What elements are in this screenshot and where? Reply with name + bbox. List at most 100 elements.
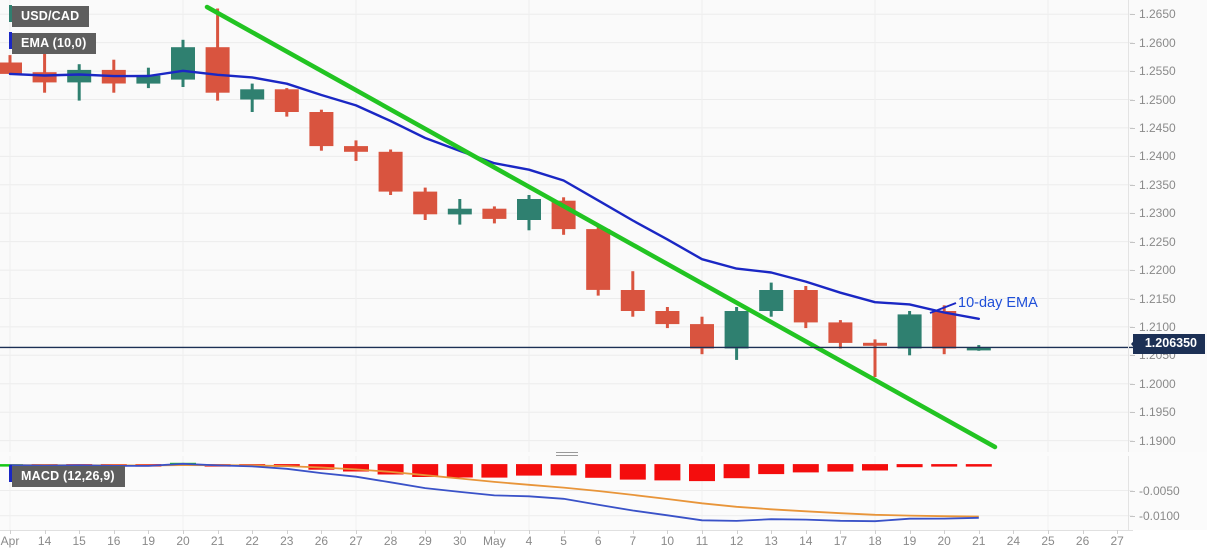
price-axis-tick [1130, 213, 1135, 215]
time-axis-label: 23 [280, 534, 294, 548]
price-axis-label: 1.2400 [1139, 149, 1176, 164]
time-axis-label: 11 [695, 534, 709, 548]
time-axis-tick [978, 530, 980, 534]
time-axis-label: Apr [0, 534, 20, 548]
time-axis-tick [702, 530, 703, 534]
price-axis-tick [1130, 156, 1135, 158]
time-axis-tick [44, 530, 46, 534]
time-axis-label: 15 [72, 534, 86, 548]
time-axis-label: 6 [594, 534, 602, 548]
price-axis-tick [1130, 412, 1135, 414]
price-axis-tick [1130, 298, 1135, 300]
symbol-color-marker [9, 5, 12, 22]
time-axis-label: 4 [525, 534, 533, 548]
price-axis-tick [1130, 383, 1135, 385]
price-axis-label: 1.2450 [1139, 120, 1176, 135]
time-axis-tick [356, 530, 357, 534]
time-axis-label: 21 [210, 534, 225, 548]
time-axis-label: 12 [729, 534, 744, 548]
time-axis-tick [944, 530, 946, 534]
time-axis-tick [563, 530, 565, 534]
price-axis-tick [1130, 184, 1135, 186]
price-axis-label: 1.2300 [1139, 206, 1176, 221]
time-axis-tick [286, 530, 288, 534]
time-axis-label: 27 [1110, 534, 1124, 548]
time-axis-tick [321, 530, 323, 534]
price-axis-label: 1.2100 [1139, 319, 1176, 334]
time-axis[interactable]: Apr 14 15 16 19 20 21 22 23 26 27 28 29 30 May 4 5 6 7 10 11… [0, 530, 1207, 555]
price-axis-label: 1.1950 [1139, 405, 1176, 420]
current-price-badge[interactable]: 1.206350 [1132, 334, 1205, 354]
time-axis-tick [113, 530, 115, 534]
price-axis-label: 1.2150 [1139, 291, 1176, 306]
time-axis-tick [736, 530, 738, 534]
time-axis-tick [425, 530, 427, 534]
time-axis-label: 14 [799, 534, 813, 548]
time-axis-label: 10 [660, 534, 675, 548]
time-axis-label: 28 [383, 534, 398, 548]
price-chart-panel[interactable]: kiFX WikiFX Wi USD/CAD EMA (10,0) 10-day… [0, 0, 1207, 452]
price-axis-tick [1130, 99, 1135, 101]
time-axis-label: 16 [107, 534, 121, 548]
price-axis-tick [1130, 326, 1135, 328]
time-axis-tick [840, 530, 842, 534]
macd-axis-label: -0.0050 [1139, 483, 1180, 498]
price-axis-label: 1.2500 [1139, 92, 1176, 107]
price-axis-tick [1130, 241, 1135, 243]
time-axis-label: 19 [141, 534, 156, 548]
time-axis-tick [494, 530, 496, 534]
time-axis-label: 26 [1075, 534, 1090, 548]
time-axis-label: 21 [972, 534, 986, 548]
time-axis-label: 14 [37, 534, 52, 548]
macd-color-marker [9, 465, 12, 482]
time-axis-tick [459, 530, 461, 534]
price-axis-label: 1.2000 [1139, 376, 1176, 391]
time-axis-tick [148, 530, 150, 534]
time-axis-tick [771, 530, 773, 534]
time-axis-tick [390, 530, 392, 534]
ema-color-marker [9, 32, 12, 49]
price-axis-label: 1.2350 [1139, 177, 1176, 192]
time-axis-tick [183, 530, 184, 534]
time-axis-tick [667, 530, 669, 534]
macd-axis-label: -0.0100 [1139, 508, 1180, 523]
time-axis-label: 19 [902, 534, 917, 548]
macd-axis-tick [1130, 515, 1135, 517]
price-axis-tick [1130, 71, 1135, 73]
time-axis-label: 17 [833, 534, 848, 548]
macd-legend-chip[interactable]: MACD (12,26,9) [12, 466, 125, 487]
time-axis-label: 7 [629, 534, 637, 548]
price-axis-label: 1.2550 [1139, 64, 1176, 79]
time-axis-tick [1082, 530, 1084, 534]
time-axis-tick [10, 530, 11, 534]
time-axis-label: 5 [560, 534, 567, 548]
price-axis-tick [1130, 355, 1135, 357]
time-axis-label: 27 [349, 534, 363, 548]
time-axis-tick [1117, 530, 1119, 534]
time-axis-tick [909, 530, 911, 534]
time-axis-tick [252, 530, 254, 534]
ema-legend-chip[interactable]: EMA (10,0) [12, 33, 97, 54]
time-axis-rule [0, 530, 1133, 531]
time-axis-label: May [483, 534, 506, 548]
time-axis-label: 30 [453, 534, 467, 548]
time-axis-tick [875, 530, 876, 534]
time-axis-tick [632, 530, 634, 534]
time-axis-tick [805, 530, 807, 534]
time-axis-label: 24 [1006, 534, 1021, 548]
symbol-legend-chip[interactable]: USD/CAD [12, 6, 90, 27]
macd-plot-area[interactable] [0, 456, 1207, 530]
time-axis-tick [529, 530, 530, 534]
macd-axis-tick [1130, 490, 1135, 492]
ema-annotation-label: 10-day EMA [958, 295, 1038, 311]
price-axis-tick [1130, 42, 1135, 44]
price-plot-area[interactable] [0, 0, 1207, 452]
time-axis-label: 13 [764, 534, 778, 548]
macd-panel[interactable]: MACD (12,26,9) [0, 456, 1207, 530]
price-axis-tick [1130, 14, 1135, 16]
time-axis-label: 22 [245, 534, 259, 548]
price-axis-label: 1.2650 [1139, 7, 1176, 22]
price-axis-tick [1130, 127, 1135, 129]
time-axis-tick [1048, 530, 1049, 534]
